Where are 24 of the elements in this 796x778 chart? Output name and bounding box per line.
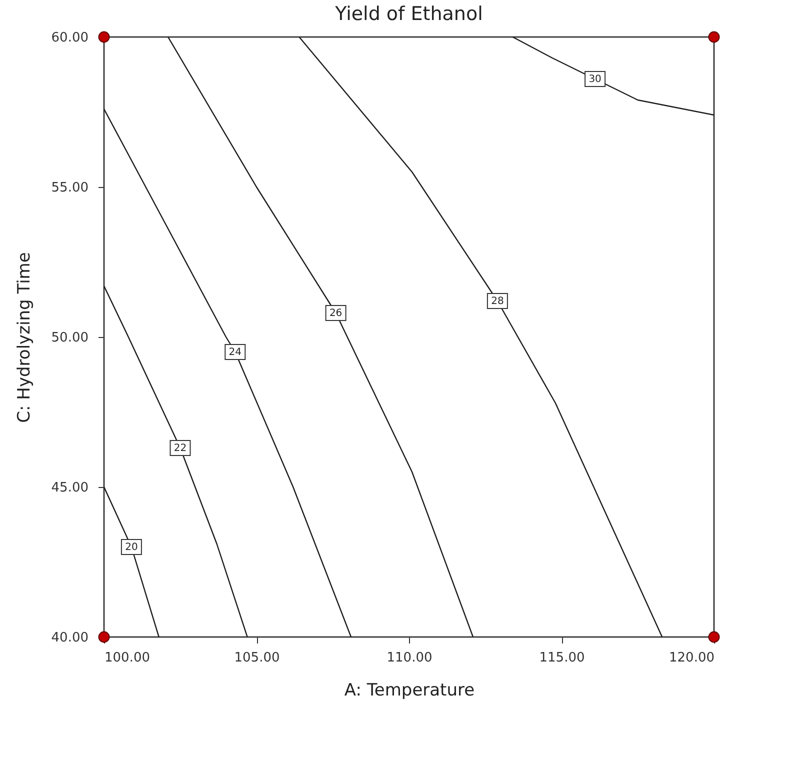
x-tick-label: 110.00 [386, 650, 432, 666]
line-series [104, 108, 352, 637]
series-label: 28 [491, 296, 504, 307]
series-label: 22 [174, 443, 187, 454]
chart-title: Yield of Ethanol [334, 2, 483, 25]
series-label: 24 [228, 347, 242, 358]
y-tick-label: 45.00 [51, 480, 88, 496]
series-label: 26 [329, 308, 342, 319]
x-axis-title: A: Temperature [344, 680, 475, 700]
line-series [104, 285, 248, 637]
x-tick-label: 120.00 [669, 650, 714, 666]
y-tick-label: 60.00 [51, 30, 88, 46]
y-tick-label: 50.00 [51, 330, 88, 346]
series-label: 20 [125, 542, 138, 553]
series-label: 30 [588, 74, 602, 85]
y-axis-title: C: Hydrolyzing Time [14, 252, 34, 423]
y-tick-label: 40.00 [51, 630, 88, 646]
line-series [512, 37, 714, 116]
line-series [298, 37, 663, 637]
x-tick-label: 105.00 [234, 650, 280, 666]
x-tick-label: 100.00 [104, 650, 150, 666]
x-tick-label: 115.00 [539, 650, 585, 666]
y-tick-label: 55.00 [51, 180, 88, 196]
line-series [167, 37, 474, 637]
